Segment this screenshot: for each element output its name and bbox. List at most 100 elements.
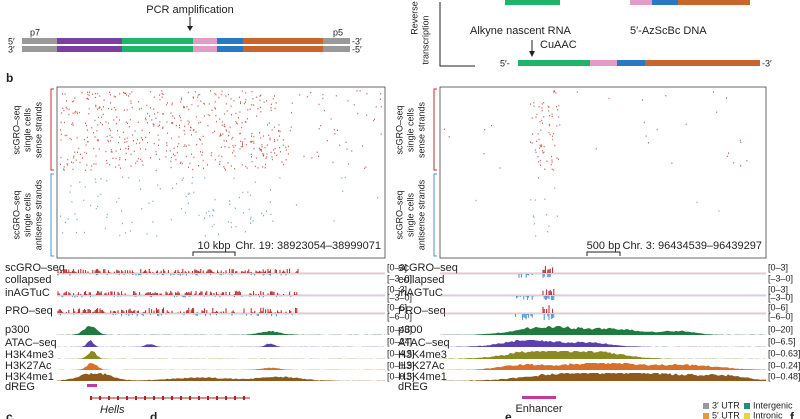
read-dot: [311, 157, 313, 159]
read-dot: [223, 139, 225, 142]
read-dot: [120, 148, 121, 150]
read-dot: [178, 143, 180, 145]
read-dot: [235, 225, 237, 228]
read-dot: [94, 92, 96, 95]
track-label: collapsed: [5, 274, 51, 286]
read-dot: [88, 113, 90, 115]
read-dot: [92, 93, 94, 95]
read-dot: [608, 97, 610, 100]
read-dot: [90, 169, 92, 171]
read-dot: [549, 124, 551, 127]
track-range: [0–6.5]: [768, 336, 796, 346]
read-dot: [219, 161, 221, 163]
read-dot: [306, 96, 308, 98]
exon: [162, 396, 164, 400]
read-dot: [260, 148, 262, 151]
panel-label: b: [6, 71, 13, 85]
read-dot: [540, 164, 541, 166]
read-dot: [115, 157, 117, 160]
read-dot: [60, 215, 62, 217]
read-dot: [94, 136, 96, 138]
read-dot: [139, 179, 140, 182]
coords: Chr. 19: 38923054–38999071: [235, 240, 381, 252]
read-dot: [272, 98, 274, 100]
read-dot: [131, 91, 133, 93]
track-label: H3K4me1: [5, 371, 54, 383]
read-dot: [106, 135, 108, 138]
read-dot: [261, 144, 263, 146]
read-dot: [645, 135, 647, 137]
read-dot: [262, 166, 264, 168]
read-dot: [149, 157, 151, 159]
read-dot: [187, 123, 189, 125]
track-range: [–3–0]: [387, 273, 412, 283]
read-dot: [546, 160, 548, 162]
read-dot: [279, 177, 281, 179]
read-dot: [225, 129, 227, 131]
read-dot: [242, 212, 244, 214]
read-dot: [265, 163, 267, 166]
read-dot: [73, 100, 75, 102]
read-dot: [191, 182, 193, 184]
read-dot: [373, 119, 375, 122]
read-dot: [123, 91, 124, 94]
exon: [198, 396, 200, 400]
read-dot: [202, 151, 204, 153]
read-dot: [245, 144, 247, 146]
read-dot: [118, 164, 120, 166]
read-dot: [252, 140, 254, 143]
read-dot: [157, 111, 159, 114]
read-dot: [295, 204, 297, 206]
track-range: [0–3]: [387, 262, 407, 272]
read-dot: [115, 150, 117, 152]
read-dot: [266, 100, 268, 102]
read-dot: [221, 124, 223, 126]
read-dot: [130, 153, 132, 155]
read-dot: [357, 112, 359, 115]
track-range: [–6–0]: [768, 311, 793, 321]
read-dot: [134, 130, 136, 132]
read-dot: [145, 119, 147, 121]
strand-label: scGRO–seq: [11, 105, 21, 154]
read-dot: [549, 115, 551, 117]
read-dot: [184, 125, 186, 128]
read-dot: [102, 113, 104, 115]
read-dot: [249, 108, 251, 110]
read-dot: [140, 158, 142, 160]
read-dot: [539, 121, 541, 123]
read-dot: [339, 144, 341, 147]
pcr-label: PCR amplification: [146, 4, 233, 16]
panel-a-left: PCR amplification p7 p5 5′ 3′ -3′ -5′: [8, 4, 362, 54]
read-dot: [548, 106, 550, 108]
read-dot: [191, 153, 192, 155]
read-dot: [179, 115, 180, 117]
read-dot: [554, 187, 556, 189]
legend-label: 5′ UTR: [712, 410, 740, 419]
read-dot: [187, 91, 189, 94]
read-dot: [114, 96, 116, 98]
read-dot: [337, 129, 338, 131]
read-dot: [556, 215, 558, 217]
bracket: [433, 88, 437, 171]
read-dot: [191, 134, 192, 136]
read-dot: [63, 169, 65, 171]
read-dot: [124, 138, 126, 140]
read-dot: [558, 116, 560, 118]
read-dot: [187, 202, 189, 205]
read-dot: [72, 122, 74, 124]
read-dot: [211, 109, 213, 111]
read-dot: [187, 120, 189, 122]
read-dot: [127, 122, 128, 125]
scale-bar: [586, 251, 621, 256]
read-dot: [152, 221, 154, 223]
read-dot: [595, 148, 597, 150]
read-dot: [230, 105, 232, 107]
read-dot: [271, 156, 273, 158]
read-dot: [71, 123, 73, 125]
coords: Chr. 3: 96434539–96439297: [623, 240, 762, 252]
read-dot: [93, 163, 95, 165]
read-dot: [558, 158, 559, 161]
read-dot: [665, 95, 667, 97]
read-dot: [233, 100, 235, 102]
track-label: dREG: [5, 381, 35, 393]
